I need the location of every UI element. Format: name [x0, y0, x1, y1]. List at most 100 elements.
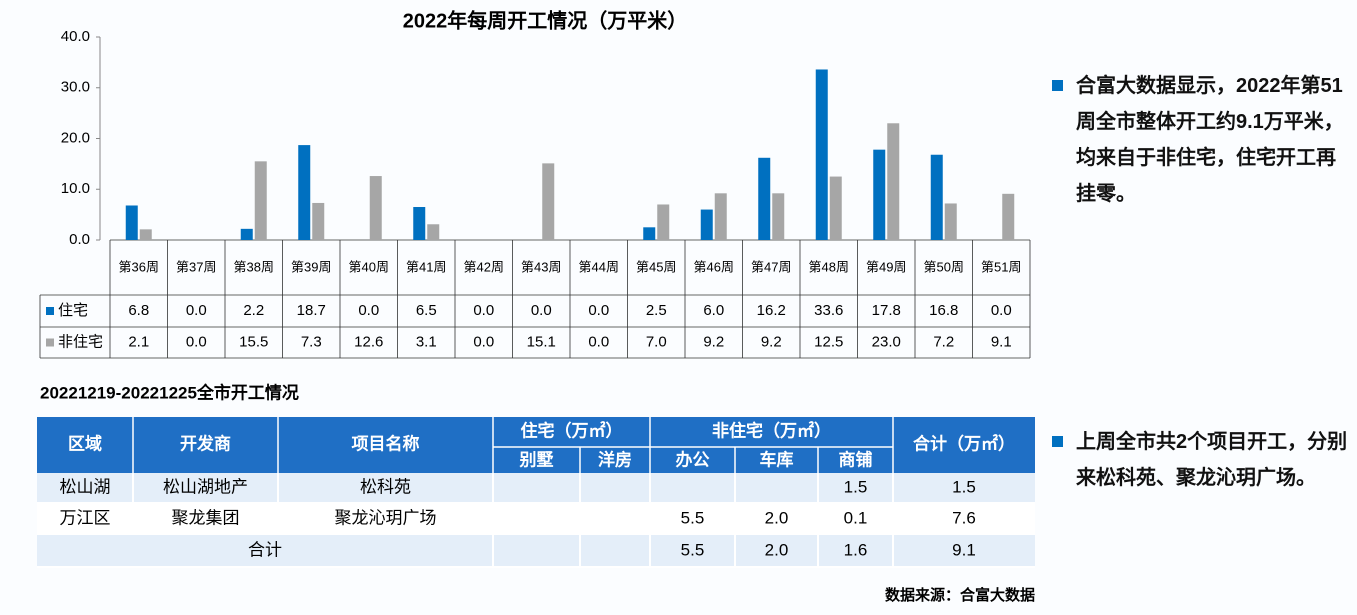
- table-value: 15.5: [239, 333, 268, 350]
- table-cell: 0.1: [844, 508, 868, 527]
- table-value: 0.0: [186, 302, 207, 319]
- table-header: 开发商: [180, 433, 231, 453]
- table-cell: 1.6: [844, 540, 868, 559]
- bar: [887, 123, 900, 240]
- table-value: 6.5: [416, 302, 437, 319]
- table-cell: 聚龙沁玥广场: [335, 508, 437, 527]
- note: 合富大数据显示，2022年第51周全市整体开工约9.1万平米，均来自于非住宅，住…: [1050, 68, 1351, 212]
- x-tick-label: 第39周: [291, 259, 331, 274]
- table-cell: 1.5: [952, 477, 976, 496]
- table-value: 17.8: [872, 302, 901, 319]
- bar: [930, 154, 943, 240]
- bar: [700, 209, 713, 240]
- table-header: 洋房: [598, 449, 632, 469]
- table-value: 2.1: [128, 333, 149, 350]
- table-cell: 万江区: [60, 508, 111, 527]
- table-value: 0.0: [531, 302, 552, 319]
- table-value: 12.5: [814, 333, 843, 350]
- bar: [643, 227, 656, 240]
- table-header: 办公: [676, 449, 710, 469]
- x-tick-label: 第41周: [406, 259, 446, 274]
- x-tick-label: 第38周: [234, 259, 274, 274]
- table-value: 9.1: [991, 333, 1012, 350]
- table-value: 33.6: [814, 302, 843, 319]
- bar: [873, 149, 886, 240]
- table-value: 0.0: [588, 302, 609, 319]
- bar: [758, 157, 771, 240]
- table-header: 项目名称: [352, 433, 420, 453]
- source: 数据来源：合富大数据: [885, 586, 1035, 604]
- y-tick-label: 40.0: [61, 28, 90, 45]
- bar: [369, 176, 382, 240]
- table-cell: 合计: [248, 540, 282, 559]
- x-tick-label: 第47周: [751, 259, 791, 274]
- y-tick-label: 30.0: [61, 79, 90, 96]
- bar: [240, 228, 253, 240]
- table-value: 2.5: [646, 302, 667, 319]
- bar: [815, 69, 828, 240]
- table-row: [37, 473, 1035, 503]
- table-header: 别墅: [519, 450, 554, 469]
- table-value: 18.7: [297, 302, 326, 319]
- x-tick-label: 第36周: [119, 259, 159, 274]
- legend-label: 非住宅: [58, 333, 103, 350]
- bar: [254, 161, 267, 240]
- table-value: 2.2: [243, 302, 264, 319]
- table-value: 23.0: [872, 333, 901, 350]
- bar: [312, 202, 325, 240]
- legend-swatch: [46, 307, 54, 315]
- table-header: 非住宅（万㎡）: [712, 420, 831, 440]
- table-value: 0.0: [473, 302, 494, 319]
- bar: [542, 163, 555, 240]
- x-tick-label: 第44周: [579, 259, 619, 274]
- table-value: 16.8: [929, 302, 958, 319]
- table-header: 区域: [68, 433, 102, 453]
- y-tick-label: 0.0: [69, 231, 90, 248]
- y-tick-label: 20.0: [61, 129, 90, 146]
- table-cell: 9.1: [952, 540, 976, 559]
- bar: [829, 176, 842, 240]
- table-header: 商铺: [839, 449, 873, 469]
- table-value: 9.2: [703, 333, 724, 350]
- table-value: 0.0: [186, 333, 207, 350]
- table-header: 车库: [760, 449, 794, 469]
- note: 上周全市共2个项目开工，分别来松科苑、聚龙沁玥广场。: [1050, 424, 1351, 496]
- y-tick-label: 10.0: [61, 180, 90, 197]
- table-row: [37, 535, 1035, 567]
- legend-swatch: [46, 338, 54, 347]
- chart-title: 2022年每周开工情况（万平米）: [403, 8, 688, 32]
- table-value: 12.6: [354, 333, 383, 350]
- table-cell: 松山湖地产: [163, 477, 248, 496]
- table-value: 6.8: [128, 302, 149, 319]
- x-tick-label: 第42周: [464, 259, 504, 274]
- table-value: 7.3: [301, 333, 322, 350]
- bar: [1002, 193, 1015, 240]
- bar: [413, 207, 426, 240]
- x-tick-label: 第48周: [809, 259, 849, 274]
- table-value: 15.1: [527, 333, 556, 350]
- table-cell: 5.5: [681, 508, 705, 527]
- x-tick-label: 第46周: [694, 259, 734, 274]
- table-value: 0.0: [588, 333, 609, 350]
- bar: [657, 204, 670, 240]
- bar: [139, 229, 152, 240]
- table-header: 住宅（万㎡）: [521, 420, 623, 440]
- table-row: [37, 503, 1035, 535]
- x-tick-label: 第37周: [176, 259, 216, 274]
- table-cell: 2.0: [765, 540, 789, 559]
- x-tick-label: 第40周: [349, 259, 389, 274]
- table-value: 0.0: [991, 302, 1012, 319]
- table-title: 20221219-20221225全市开工情况: [40, 382, 299, 402]
- bar: [427, 224, 440, 240]
- table-cell: 1.5: [844, 477, 868, 496]
- table-header-bg: [37, 417, 1035, 473]
- x-tick-label: 第45周: [636, 259, 676, 274]
- table-value: 0.0: [358, 302, 379, 319]
- x-tick-label: 第49周: [866, 259, 906, 274]
- bar: [298, 145, 311, 240]
- table-cell: 2.0: [765, 508, 789, 527]
- table-cell: 聚龙集团: [172, 508, 240, 527]
- table-cell: 5.5: [681, 540, 705, 559]
